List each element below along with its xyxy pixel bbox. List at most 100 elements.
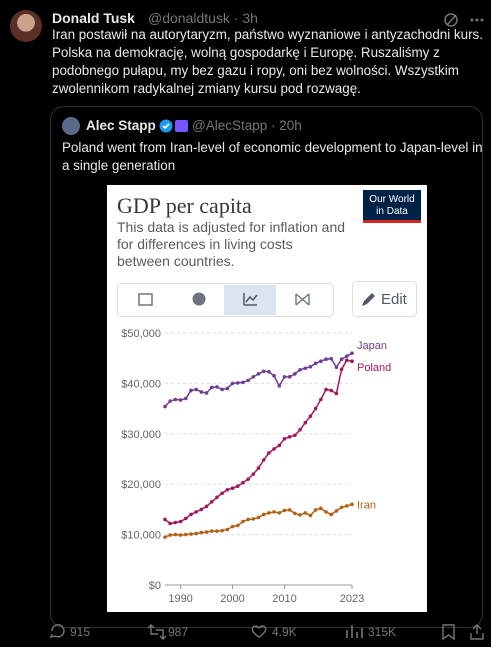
data-point [178, 519, 183, 524]
data-point [168, 399, 172, 403]
data-point [163, 535, 167, 539]
series-label: Poland [357, 362, 391, 374]
x-tick-label: 2010 [272, 593, 296, 605]
logo[interactable] [363, 190, 421, 222]
text-line: zwolennikom radykalnej zmiany kursu pod … [52, 81, 361, 96]
data-point [319, 506, 323, 511]
author-name[interactable]: Donald Tusk [52, 10, 135, 26]
data-point [329, 512, 334, 517]
chart-subtitle: This data is adjusted for inflation and [117, 219, 345, 235]
repost-count[interactable]: 987 [168, 625, 189, 639]
data-point [235, 523, 240, 528]
data-point [267, 370, 271, 374]
data-point [272, 510, 276, 514]
chart-background [107, 185, 427, 612]
data-point [308, 513, 313, 518]
y-tick-label: $30,000 [121, 429, 161, 441]
map-tab[interactable] [192, 292, 206, 306]
compare-tab[interactable] [295, 293, 310, 306]
like-icon[interactable] [251, 625, 267, 638]
data-point [215, 385, 219, 389]
series-label: Japan [357, 340, 387, 352]
tab-active[interactable] [224, 285, 276, 315]
reply-icon[interactable] [49, 624, 65, 638]
data-point [334, 391, 339, 396]
data-point [272, 374, 276, 378]
verified-check [162, 123, 170, 130]
more-dot[interactable] [470, 18, 474, 22]
like-count[interactable]: 4.9K [272, 625, 297, 639]
data-point [168, 533, 172, 537]
data-point [204, 504, 209, 509]
data-point [209, 385, 214, 390]
y-tick-label: $0 [149, 580, 161, 592]
data-point [220, 387, 224, 392]
quote-author[interactable]: Alec Stapp [86, 118, 156, 133]
data-point [220, 491, 224, 496]
data-point [277, 511, 282, 515]
quote-text: Poland went from Iran-level of economic … [62, 139, 482, 175]
tweet-text: Iran postawił na autorytaryzm, państwo w… [52, 26, 483, 98]
quote-time: 20h [279, 118, 302, 133]
data-point [225, 386, 230, 391]
data-point [339, 357, 344, 362]
affiliate-badge [175, 120, 188, 132]
data-point [298, 367, 302, 372]
data-point [261, 458, 266, 462]
grok-icon[interactable] [444, 13, 458, 27]
data-point [173, 397, 178, 402]
header-icons[interactable] [443, 11, 487, 29]
reply-count[interactable]: 915 [70, 625, 91, 639]
data-point [287, 375, 292, 379]
data-point [277, 443, 282, 448]
views-icon[interactable] [346, 625, 363, 638]
data-point [189, 388, 193, 393]
data-point [313, 508, 318, 512]
data-point [173, 532, 178, 537]
data-point [256, 372, 261, 376]
data-point [350, 502, 354, 507]
logo-text: Our World [369, 194, 414, 205]
share-icon[interactable] [470, 624, 484, 640]
data-point [261, 512, 266, 517]
data-point [209, 500, 214, 504]
data-point [334, 365, 339, 370]
data-point [345, 358, 349, 363]
data-point [189, 512, 193, 517]
chart[interactable]: GDP per capita Our World in Data Edit Th… [107, 185, 427, 612]
logo-underline [363, 220, 421, 223]
data-point [215, 495, 219, 500]
data-point [178, 533, 183, 537]
time: 3h [242, 10, 258, 26]
data-point [246, 378, 250, 383]
data-point [308, 364, 313, 369]
data-point [267, 451, 271, 455]
data-point [313, 406, 318, 411]
author-handle[interactable]: @donaldtusk · 3h [148, 10, 258, 26]
data-point [194, 531, 198, 536]
edit-icon [362, 293, 375, 306]
data-point [293, 372, 297, 376]
x-tick-label: 1990 [168, 593, 192, 605]
quote-card[interactable]: Alec Stapp @AlecStapp · 20h Poland went … [50, 106, 483, 628]
bookmark-icon[interactable] [442, 624, 455, 641]
text-line: Polska na demokrację, wolną gospodarkę i… [52, 45, 440, 60]
data-point [308, 414, 313, 418]
data-point [350, 351, 354, 355]
data-point [183, 516, 188, 521]
grok-icon-slash [446, 14, 457, 26]
data-point [199, 507, 204, 512]
data-point [183, 532, 188, 537]
view-count[interactable]: 315K [368, 625, 397, 639]
data-point [204, 391, 209, 395]
table-tab[interactable] [138, 293, 153, 306]
avatar[interactable] [10, 10, 42, 42]
y-tick-label: $50,000 [121, 328, 161, 340]
repost-icon[interactable] [147, 624, 167, 640]
data-point [350, 359, 354, 364]
y-tick-label: $10,000 [121, 530, 161, 542]
data-point [345, 354, 349, 358]
edit-button[interactable] [352, 281, 417, 317]
quote-avatar[interactable] [62, 117, 80, 135]
